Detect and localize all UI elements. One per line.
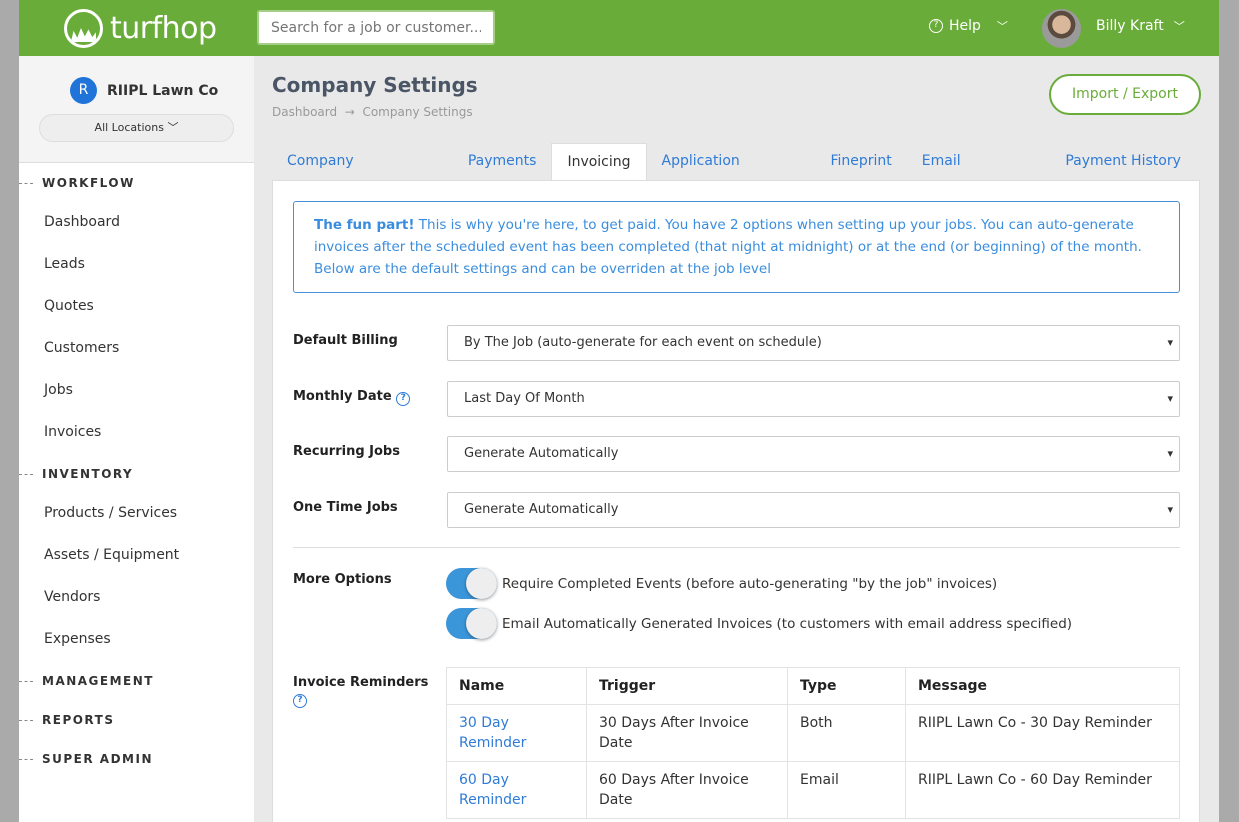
type-cell: Both: [787, 704, 906, 762]
logo-icon: [64, 9, 103, 48]
section-reports[interactable]: REPORTS: [19, 713, 114, 727]
label-more-options: More Options: [293, 572, 392, 587]
company-avatar: R: [70, 77, 97, 104]
logo-text: turfhop: [110, 11, 217, 46]
company-name: R RIIPL Lawn Co: [70, 77, 218, 104]
divider: [293, 547, 1180, 548]
monthly-date-text: Monthly Date: [293, 389, 392, 404]
label-monthly-date: Monthly Date ?: [293, 389, 411, 406]
reminder-link[interactable]: 30 Day Reminder: [459, 715, 527, 751]
section-management[interactable]: MANAGEMENT: [19, 674, 154, 688]
toggle-email-invoices[interactable]: Email Automatically Generated Invoices (…: [446, 608, 1072, 639]
tab-payments[interactable]: Payments: [467, 153, 537, 169]
location-select[interactable]: All Locations ﹀: [39, 114, 234, 142]
tabs: Company Information Payments Invoicing A…: [272, 143, 1219, 206]
main: Company Settings Dashboard → Company Set…: [254, 56, 1219, 822]
sidebar-item-dashboard[interactable]: Dashboard: [44, 214, 120, 230]
tab-company-information[interactable]: Company Information: [287, 153, 368, 206]
trigger-cell: 30 Days After Invoice Date: [586, 704, 788, 762]
invoicing-panel: The fun part! This is why you're here, t…: [272, 180, 1200, 822]
sidebar-item-expenses[interactable]: Expenses: [44, 631, 111, 647]
sidebar-item-assets[interactable]: Assets / Equipment: [44, 547, 180, 563]
table-row: 60 Day Reminder 60 Days After Invoice Da…: [446, 761, 1180, 819]
col-type: Type: [787, 667, 906, 705]
app: turfhop ? Help ﹀ Billy Kraft ﹀ R RIIPL Lawn …: [19, 0, 1219, 822]
help-label: Help: [949, 18, 981, 34]
sidebar-item-customers[interactable]: Customers: [44, 340, 120, 356]
label-one-time-jobs: One Time Jobs: [293, 500, 398, 515]
message-cell: RIIPL Lawn Co - 30 Day Reminder: [905, 704, 1180, 762]
section-super-admin[interactable]: SUPER ADMIN: [19, 752, 153, 766]
company-label: RIIPL Lawn Co: [107, 82, 219, 99]
default-billing-select[interactable]: By The Job (auto-generate for each event…: [447, 325, 1180, 361]
sidebar-item-vendors[interactable]: Vendors: [44, 589, 101, 605]
sidebar: R RIIPL Lawn Co All Locations ﹀ WORKFLOW …: [19, 56, 254, 822]
avatar[interactable]: [1042, 9, 1081, 48]
breadcrumb-current: Company Settings: [362, 105, 473, 119]
page-title: Company Settings: [272, 73, 478, 97]
location-label: All Locations: [94, 121, 164, 134]
label-invoice-reminders: Invoice Reminders?: [293, 675, 428, 708]
chevron-down-icon: ﹀: [996, 20, 1008, 33]
note-bold: The fun part!: [314, 217, 415, 233]
sidebar-item-quotes[interactable]: Quotes: [44, 298, 94, 314]
section-inventory[interactable]: INVENTORY: [19, 467, 133, 481]
reminders-text: Invoice Reminders: [293, 675, 429, 690]
tab-payment-history[interactable]: Payment History (0): [1065, 153, 1181, 206]
search-input[interactable]: [257, 10, 495, 45]
trigger-cell: 60 Days After Invoice Date: [586, 761, 788, 819]
logo[interactable]: turfhop: [64, 9, 217, 48]
help-icon[interactable]: ?: [396, 392, 411, 406]
user-name: Billy Kraft: [1096, 18, 1164, 34]
tab-application-settings[interactable]: Application Settings: [661, 153, 740, 206]
one-time-jobs-select[interactable]: Generate Automatically: [447, 492, 1180, 528]
col-name: Name: [446, 667, 587, 705]
type-cell: Email: [787, 761, 906, 819]
help-icon[interactable]: ?: [293, 694, 307, 708]
toggle-switch[interactable]: [446, 568, 497, 599]
reminders-table: Name Trigger Type Message 30 Day Reminde…: [446, 667, 1180, 819]
breadcrumb: Dashboard → Company Settings: [272, 105, 473, 119]
help-menu[interactable]: ? Help ﹀: [929, 18, 1008, 34]
label-default-billing: Default Billing: [293, 333, 398, 348]
chevron-down-icon: ﹀: [167, 121, 179, 134]
recurring-jobs-select[interactable]: Generate Automatically: [447, 436, 1180, 472]
chevron-down-icon: ﹀: [1173, 20, 1185, 33]
user-menu[interactable]: Billy Kraft ﹀: [1096, 18, 1185, 34]
toggle-switch[interactable]: [446, 608, 497, 639]
import-export-button[interactable]: Import / Export: [1049, 74, 1201, 115]
col-trigger: Trigger: [586, 667, 788, 705]
sidebar-item-leads[interactable]: Leads: [44, 256, 85, 272]
breadcrumb-dashboard[interactable]: Dashboard: [272, 105, 338, 119]
monthly-date-select[interactable]: Last Day Of Month: [447, 381, 1180, 417]
tab-invoicing[interactable]: Invoicing: [551, 143, 647, 180]
info-note: The fun part! This is why you're here, t…: [293, 201, 1180, 293]
help-icon: ?: [929, 19, 943, 33]
toggle-label: Email Automatically Generated Invoices (…: [502, 615, 1073, 632]
sidebar-item-invoices[interactable]: Invoices: [44, 424, 102, 440]
arrow-right-icon: →: [344, 105, 355, 119]
note-text: This is why you're here, to get paid. Yo…: [314, 217, 1142, 277]
col-message: Message: [905, 667, 1180, 705]
sidebar-item-products[interactable]: Products / Services: [44, 505, 178, 521]
toggle-require-completed[interactable]: Require Completed Events (before auto-ge…: [446, 568, 997, 599]
tab-email-templates[interactable]: Email Templates: [921, 153, 993, 206]
top-bar: turfhop ? Help ﹀ Billy Kraft ﹀: [19, 0, 1219, 56]
toggle-label: Require Completed Events (before auto-ge…: [502, 575, 998, 592]
section-workflow[interactable]: WORKFLOW: [19, 176, 135, 190]
table-header: Name Trigger Type Message: [446, 667, 1180, 705]
label-recurring-jobs: Recurring Jobs: [293, 444, 400, 459]
tab-fineprint[interactable]: Fineprint: [830, 153, 892, 169]
message-cell: RIIPL Lawn Co - 60 Day Reminder: [905, 761, 1180, 819]
table-row: 30 Day Reminder 30 Days After Invoice Da…: [446, 704, 1180, 762]
sidebar-item-jobs[interactable]: Jobs: [44, 382, 73, 398]
reminder-link[interactable]: 60 Day Reminder: [459, 772, 527, 808]
